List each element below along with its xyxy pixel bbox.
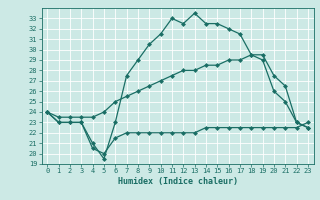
X-axis label: Humidex (Indice chaleur): Humidex (Indice chaleur) [118,177,237,186]
